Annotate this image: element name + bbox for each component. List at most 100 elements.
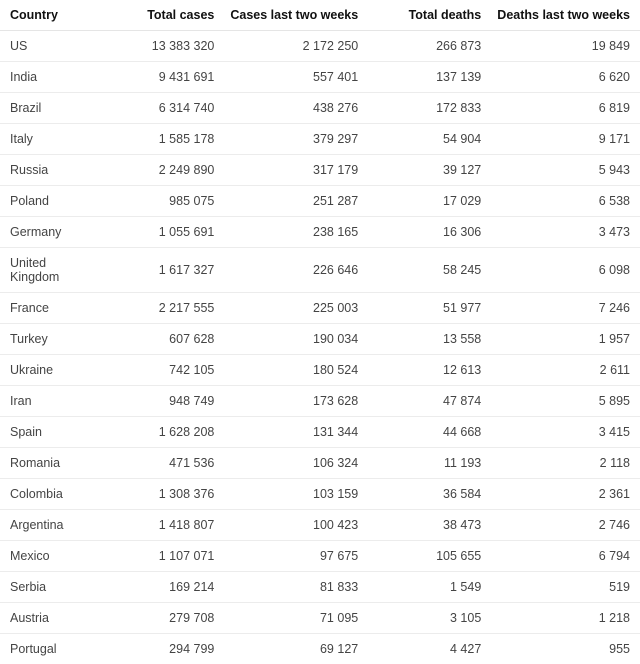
cell-deaths_2w: 6 794 <box>491 541 640 572</box>
cell-deaths_2w: 5 895 <box>491 386 640 417</box>
cell-total_deaths: 3 105 <box>368 603 491 634</box>
cell-cases_2w: 71 095 <box>224 603 368 634</box>
table-row: Iran948 749173 62847 8745 895 <box>0 386 640 417</box>
table-row: Colombia1 308 376103 15936 5842 361 <box>0 479 640 510</box>
cell-deaths_2w: 2 361 <box>491 479 640 510</box>
cell-cases_2w: 180 524 <box>224 355 368 386</box>
table-header-row: Country Total cases Cases last two weeks… <box>0 0 640 31</box>
cell-cases_2w: 103 159 <box>224 479 368 510</box>
table-row: Portugal294 79969 1274 427955 <box>0 634 640 664</box>
cell-country: Spain <box>0 417 102 448</box>
cell-total_deaths: 105 655 <box>368 541 491 572</box>
cell-country: United Kingdom <box>0 248 102 293</box>
table-row: Brazil6 314 740438 276172 8336 819 <box>0 93 640 124</box>
cell-deaths_2w: 6 098 <box>491 248 640 293</box>
cell-total_cases: 294 799 <box>102 634 224 664</box>
cell-deaths_2w: 519 <box>491 572 640 603</box>
cell-total_cases: 1 628 208 <box>102 417 224 448</box>
table-row: Argentina1 418 807100 42338 4732 746 <box>0 510 640 541</box>
cell-deaths_2w: 7 246 <box>491 293 640 324</box>
cell-deaths_2w: 955 <box>491 634 640 664</box>
cell-country: Romania <box>0 448 102 479</box>
cell-country: Mexico <box>0 541 102 572</box>
cell-total_cases: 1 418 807 <box>102 510 224 541</box>
cell-deaths_2w: 1 957 <box>491 324 640 355</box>
cell-total_cases: 471 536 <box>102 448 224 479</box>
cell-total_deaths: 47 874 <box>368 386 491 417</box>
cell-total_cases: 169 214 <box>102 572 224 603</box>
table-row: Serbia169 21481 8331 549519 <box>0 572 640 603</box>
table-body: US13 383 3202 172 250266 87319 849India9… <box>0 31 640 664</box>
table-row: Austria279 70871 0953 1051 218 <box>0 603 640 634</box>
col-header-total-cases: Total cases <box>102 0 224 31</box>
cell-total_cases: 1 617 327 <box>102 248 224 293</box>
cell-cases_2w: 379 297 <box>224 124 368 155</box>
cell-total_cases: 607 628 <box>102 324 224 355</box>
table-row: Germany1 055 691238 16516 3063 473 <box>0 217 640 248</box>
table-row: Poland985 075251 28717 0296 538 <box>0 186 640 217</box>
cell-cases_2w: 97 675 <box>224 541 368 572</box>
table-row: India9 431 691557 401137 1396 620 <box>0 62 640 93</box>
cell-cases_2w: 2 172 250 <box>224 31 368 62</box>
cell-cases_2w: 438 276 <box>224 93 368 124</box>
cell-total_cases: 2 217 555 <box>102 293 224 324</box>
cell-total_deaths: 44 668 <box>368 417 491 448</box>
cell-cases_2w: 251 287 <box>224 186 368 217</box>
cell-deaths_2w: 6 819 <box>491 93 640 124</box>
cell-country: Germany <box>0 217 102 248</box>
col-header-deaths-2w: Deaths last two weeks <box>491 0 640 31</box>
cell-total_deaths: 51 977 <box>368 293 491 324</box>
cell-deaths_2w: 2 746 <box>491 510 640 541</box>
cell-deaths_2w: 6 538 <box>491 186 640 217</box>
cell-cases_2w: 131 344 <box>224 417 368 448</box>
cell-total_deaths: 38 473 <box>368 510 491 541</box>
cell-total_cases: 985 075 <box>102 186 224 217</box>
cell-total_cases: 13 383 320 <box>102 31 224 62</box>
cell-total_cases: 1 107 071 <box>102 541 224 572</box>
table-row: Turkey607 628190 03413 5581 957 <box>0 324 640 355</box>
cell-total_deaths: 4 427 <box>368 634 491 664</box>
cell-country: Italy <box>0 124 102 155</box>
col-header-cases-2w: Cases last two weeks <box>224 0 368 31</box>
cell-country: Poland <box>0 186 102 217</box>
cell-country: Argentina <box>0 510 102 541</box>
table-row: US13 383 3202 172 250266 87319 849 <box>0 31 640 62</box>
cell-cases_2w: 226 646 <box>224 248 368 293</box>
cell-cases_2w: 106 324 <box>224 448 368 479</box>
cell-total_deaths: 16 306 <box>368 217 491 248</box>
cell-cases_2w: 81 833 <box>224 572 368 603</box>
table-row: Mexico1 107 07197 675105 6556 794 <box>0 541 640 572</box>
cell-deaths_2w: 2 611 <box>491 355 640 386</box>
cell-country: Turkey <box>0 324 102 355</box>
cell-country: Ukraine <box>0 355 102 386</box>
cell-country: Austria <box>0 603 102 634</box>
cell-total_deaths: 11 193 <box>368 448 491 479</box>
cell-total_cases: 742 105 <box>102 355 224 386</box>
cell-total_deaths: 54 904 <box>368 124 491 155</box>
cell-deaths_2w: 1 218 <box>491 603 640 634</box>
covid-stats-table: Country Total cases Cases last two weeks… <box>0 0 640 664</box>
cell-cases_2w: 100 423 <box>224 510 368 541</box>
cell-country: US <box>0 31 102 62</box>
cell-total_deaths: 172 833 <box>368 93 491 124</box>
cell-deaths_2w: 19 849 <box>491 31 640 62</box>
cell-total_deaths: 266 873 <box>368 31 491 62</box>
col-header-total-deaths: Total deaths <box>368 0 491 31</box>
table-row: Spain1 628 208131 34444 6683 415 <box>0 417 640 448</box>
cell-total_deaths: 39 127 <box>368 155 491 186</box>
cell-total_deaths: 1 549 <box>368 572 491 603</box>
cell-deaths_2w: 5 943 <box>491 155 640 186</box>
cell-country: India <box>0 62 102 93</box>
cell-cases_2w: 238 165 <box>224 217 368 248</box>
cell-cases_2w: 557 401 <box>224 62 368 93</box>
cell-total_cases: 9 431 691 <box>102 62 224 93</box>
cell-total_cases: 1 585 178 <box>102 124 224 155</box>
cell-total_cases: 279 708 <box>102 603 224 634</box>
col-header-country: Country <box>0 0 102 31</box>
cell-country: Portugal <box>0 634 102 664</box>
cell-cases_2w: 317 179 <box>224 155 368 186</box>
cell-total_cases: 1 055 691 <box>102 217 224 248</box>
cell-total_cases: 948 749 <box>102 386 224 417</box>
table-row: Russia2 249 890317 17939 1275 943 <box>0 155 640 186</box>
cell-cases_2w: 69 127 <box>224 634 368 664</box>
